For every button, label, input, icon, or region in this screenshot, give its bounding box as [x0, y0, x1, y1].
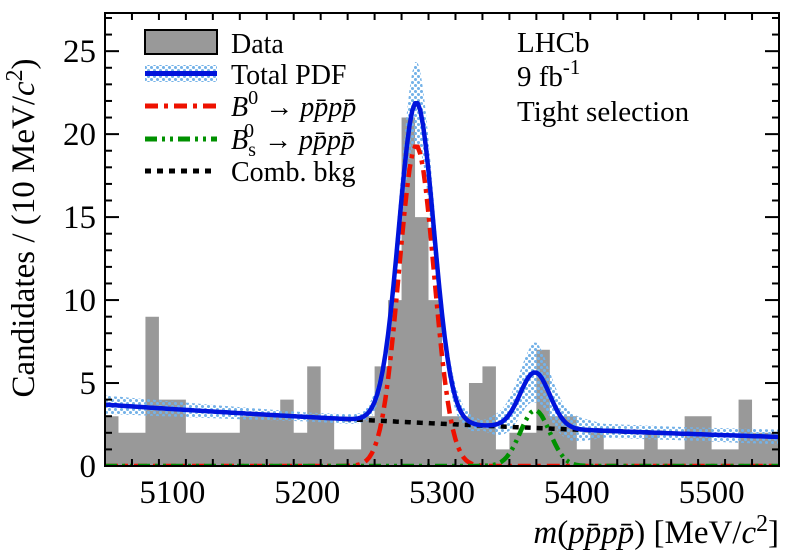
legend-data-label: Data — [231, 29, 284, 60]
uncertainty-band — [105, 62, 779, 445]
y-axis-title: Candidates / (10 MeV/c2) — [2, 58, 42, 397]
legend-data-swatch — [144, 29, 218, 55]
y-tick-label: 15 — [63, 200, 96, 236]
plot-area — [105, 62, 779, 466]
x-tick-label: 5500 — [679, 475, 745, 511]
legend-b0-label: B0 → pp̄pp̄ — [231, 87, 356, 123]
legend-total-pdf-label: Total PDF — [231, 60, 347, 91]
x-tick-label: 5300 — [409, 475, 475, 511]
plot-frame — [104, 12, 780, 467]
legend-comb-bkg-label: Comb. bkg — [231, 157, 355, 188]
y-tick-label: 20 — [63, 117, 96, 153]
selection-label: Tight selection — [517, 96, 690, 128]
y-tick-label: 5 — [80, 366, 97, 402]
y-tick-label: 25 — [63, 34, 96, 70]
experiment-label: LHCb — [517, 27, 590, 59]
legend-bs0-label: Bs0 → pp̄pp̄ — [231, 120, 355, 161]
b0-signal-curve — [105, 144, 779, 466]
annotation-block: LHCb Tight selection 9 fb-1 — [517, 27, 690, 128]
legend: Data Total PDF Comb. bkg B0 → pp̄pp̄Bs0 … — [144, 29, 356, 188]
luminosity-label: 9 fb-1 — [517, 55, 580, 93]
y-tick-label: 10 — [63, 283, 96, 319]
y-tick-label: 0 — [80, 449, 97, 485]
axes: 5100 5200 5300 5400 5500 0 5 10 15 20 25 m(pp̄pp̄) … — [2, 12, 780, 551]
x-tick-label: 5400 — [544, 475, 610, 511]
x-axis-title: m(pp̄pp̄) [MeV/c2] — [533, 511, 779, 551]
x-tick-label: 5200 — [274, 475, 340, 511]
x-tick-label: 5100 — [139, 475, 205, 511]
total-pdf-curve — [105, 100, 779, 440]
